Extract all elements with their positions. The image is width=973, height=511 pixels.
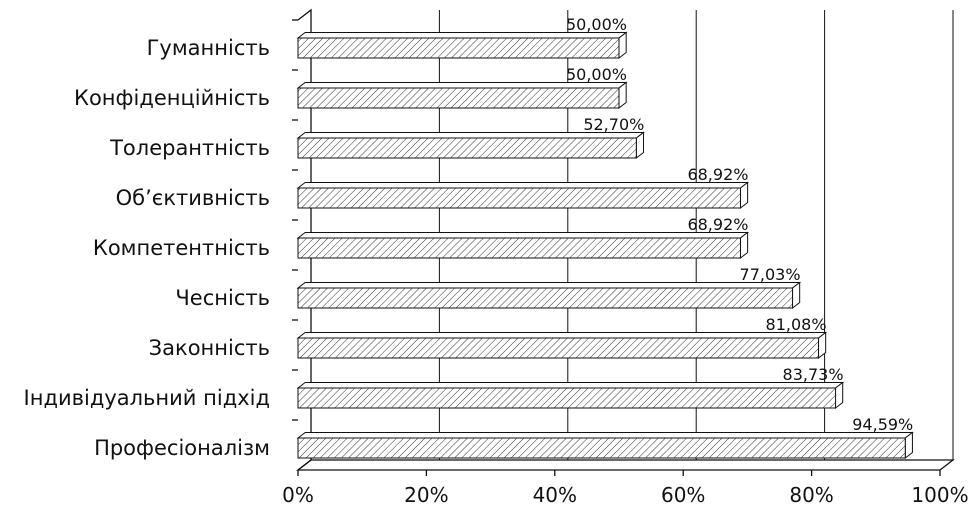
category-label-7: Індивідуальний підхід [24,386,270,410]
bar-front-8 [297,437,906,459]
bar-8 [296,431,914,460]
bar-front-0 [297,37,620,59]
data-label-5: 77,03% [740,265,801,284]
bar-front-7 [297,387,837,409]
bar-front-1 [297,87,620,109]
bars [296,31,914,460]
category-label-4: Компетентність [93,236,270,260]
bar-5 [296,281,802,310]
x-tick-label-2: 40% [533,483,577,507]
category-label-3: Об’єктивність [116,186,270,210]
bar-3 [296,181,750,210]
bar-7 [296,381,845,410]
data-label-1: 50,00% [566,65,627,84]
data-label-6: 81,08% [766,315,827,334]
bar-2 [296,131,645,160]
bar-4 [296,231,750,260]
bar-top-6 [296,332,828,339]
bar-front-2 [297,137,637,159]
bar-1 [296,81,628,110]
x-tick-label-0: 0% [282,483,314,507]
data-label-4: 68,92% [687,215,748,234]
bar-front-6 [297,337,820,359]
category-label-0: Гуманність [147,36,270,60]
category-label-5: Чесність [175,286,270,310]
bar-top-8 [296,432,914,439]
bar-0 [296,31,628,60]
category-label-8: Професіоналізм [94,436,270,460]
category-label-1: Конфіденційність [74,86,270,110]
x-tick-label-4: 80% [789,483,833,507]
bar-top-3 [296,182,750,189]
x-axis-floor [296,459,955,471]
category-label-6: Законність [149,336,270,360]
category-label-2: Толерантність [109,136,270,160]
data-label-3: 68,92% [687,165,748,184]
bar-top-7 [296,382,845,389]
bar-front-5 [297,287,794,309]
bar-top-5 [296,282,802,289]
x-tick-label-3: 60% [661,483,705,507]
data-label-8: 94,59% [852,415,913,434]
bar-6 [296,331,828,360]
bar-top-4 [296,232,750,239]
labels: 0% 20% 40% 60% 80% 100% Гуманність 50,00% Конфід… [24,15,969,507]
x-tick-label-5: 100% [911,483,968,507]
bar-front-4 [297,237,741,259]
data-label-7: 83,73% [783,365,844,384]
x-tick-label-1: 20% [404,483,448,507]
bar-front-3 [297,187,741,209]
data-label-2: 52,70% [583,115,644,134]
data-label-0: 50,00% [566,15,627,34]
